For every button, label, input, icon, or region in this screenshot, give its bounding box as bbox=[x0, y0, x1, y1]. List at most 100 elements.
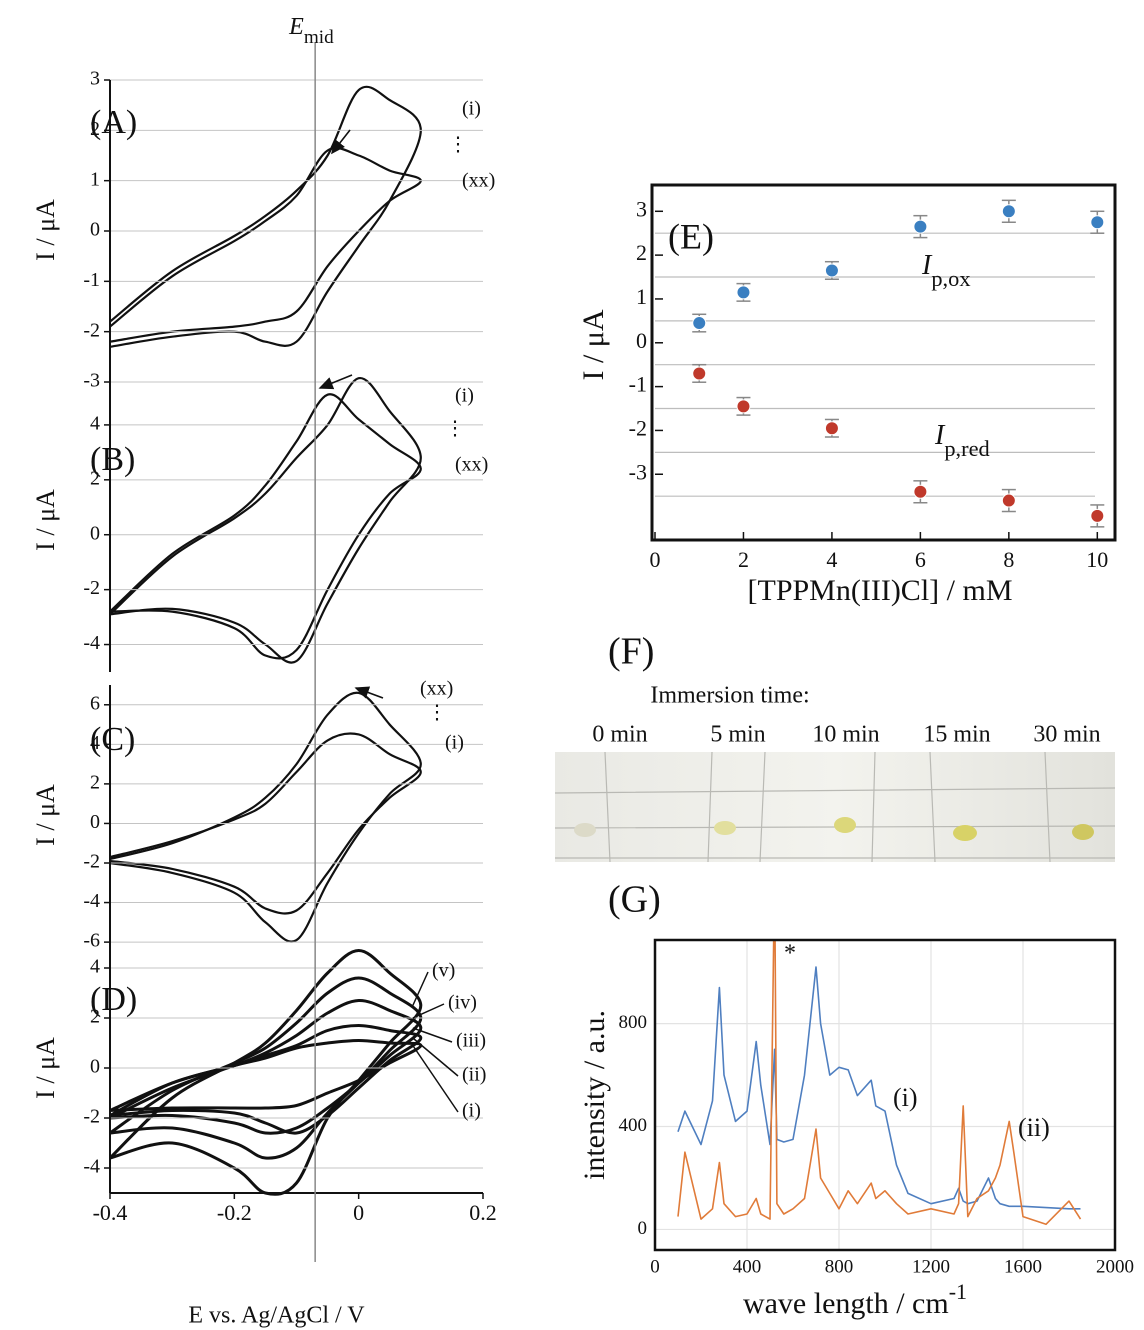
y-tick-label: 2 bbox=[90, 467, 100, 489]
series-label: Ip,ox bbox=[921, 250, 971, 290]
x-tick-label: 4 bbox=[826, 547, 837, 572]
y-axis-label: I / μA bbox=[31, 1037, 60, 1099]
y-tick-label: -2 bbox=[83, 1106, 100, 1128]
series-label-symbol: I bbox=[921, 250, 933, 281]
data-point bbox=[1001, 493, 1016, 508]
series-label: (xx) bbox=[420, 678, 453, 700]
photo-background bbox=[555, 752, 1115, 862]
series-label: (iv) bbox=[448, 992, 477, 1014]
y-tick-label: 3 bbox=[636, 196, 647, 221]
data-line bbox=[109, 393, 422, 660]
x-tick-label: 2000 bbox=[1096, 1256, 1134, 1277]
time-label: 0 min bbox=[592, 722, 647, 748]
data-point bbox=[692, 316, 707, 331]
y-axis-label: I / μA bbox=[31, 784, 60, 846]
data-point bbox=[913, 219, 928, 234]
data-line bbox=[109, 691, 422, 943]
panel-label: (E) bbox=[668, 216, 714, 256]
leader-line bbox=[412, 1027, 453, 1043]
y-tick-label: 4 bbox=[90, 413, 100, 435]
time-label: 10 min bbox=[812, 722, 879, 748]
x-tick-label: 0 bbox=[650, 547, 661, 572]
data-point bbox=[1090, 215, 1105, 230]
x-tick-label: -0.2 bbox=[217, 1200, 252, 1225]
y-tick-label: 0 bbox=[90, 811, 100, 833]
y-tick-label: 4 bbox=[90, 732, 100, 754]
data-point bbox=[1090, 508, 1105, 523]
y-axis-label: intensity / a.u. bbox=[578, 1010, 611, 1180]
series-label: (i) bbox=[462, 1100, 481, 1122]
y-tick-label: -4 bbox=[83, 890, 100, 912]
panel-label: (G) bbox=[608, 879, 661, 921]
y-tick-label: 3 bbox=[90, 68, 100, 90]
x-tick-label: 10 bbox=[1086, 547, 1108, 572]
arrow bbox=[354, 686, 384, 699]
e-mid-label: Emid bbox=[288, 14, 334, 48]
plot-frame bbox=[653, 938, 1117, 1252]
data-line bbox=[109, 85, 422, 348]
y-tick-label: 0 bbox=[90, 522, 100, 544]
leader-line bbox=[412, 1037, 459, 1077]
series-label: (i) bbox=[445, 732, 464, 754]
series-label: (xx) bbox=[462, 170, 495, 192]
y-tick-label: 0 bbox=[636, 328, 647, 353]
ellipsis: ⋮ bbox=[427, 702, 447, 724]
photo-grid bbox=[554, 751, 1116, 863]
series-label: (ii) bbox=[1018, 1113, 1050, 1142]
series-label: (xx) bbox=[455, 454, 488, 476]
series-label: Ip,red bbox=[934, 420, 990, 460]
y-tick-label: 2 bbox=[90, 118, 100, 140]
data-line bbox=[109, 377, 422, 664]
panel-label: (A) bbox=[90, 104, 137, 141]
data-line bbox=[109, 146, 422, 343]
time-label: 30 min bbox=[1033, 722, 1100, 748]
series-label-subscript: p,red bbox=[944, 436, 989, 461]
spectra bbox=[677, 940, 1082, 1226]
x-tick-label: 0 bbox=[650, 1256, 660, 1277]
leader-line bbox=[412, 1045, 459, 1113]
series-label: (v) bbox=[432, 960, 455, 982]
y-axis-label: I / μA bbox=[577, 309, 610, 380]
y-tick-label: 2 bbox=[90, 1006, 100, 1028]
data-line bbox=[108, 949, 423, 1196]
y-tick-label: -1 bbox=[629, 372, 647, 397]
y-tick-label: -2 bbox=[629, 415, 647, 440]
data-point bbox=[692, 366, 707, 381]
x-axis-label: wave length / cm-1 bbox=[743, 1279, 967, 1320]
leader-line bbox=[412, 1003, 445, 1019]
y-tick-label: -3 bbox=[629, 459, 647, 484]
x-tick-label: 800 bbox=[825, 1256, 854, 1277]
data-line bbox=[109, 998, 423, 1135]
series-label: (i) bbox=[462, 98, 481, 120]
photo-spots bbox=[574, 817, 1094, 841]
x-tick-label: 0 bbox=[353, 1200, 364, 1225]
data-point bbox=[913, 484, 928, 499]
y-tick-label: 1 bbox=[90, 168, 100, 190]
y-tick-label: 400 bbox=[619, 1115, 648, 1136]
leader-line bbox=[412, 971, 429, 1006]
e-mid-label-subscript: mid bbox=[304, 27, 334, 48]
y-tick-label: -3 bbox=[83, 370, 100, 392]
y-tick-label: 800 bbox=[619, 1012, 648, 1033]
y-tick-label: 2 bbox=[636, 240, 647, 265]
ellipsis: ⋮ bbox=[445, 418, 465, 440]
y-tick-label: -6 bbox=[83, 930, 100, 952]
x-axis-label: [TPPMn(III)Cl] / mM bbox=[748, 574, 1013, 607]
time-label: 5 min bbox=[710, 722, 765, 748]
panel-label: (C) bbox=[90, 721, 135, 758]
y-tick-label: -2 bbox=[83, 319, 100, 341]
y-tick-label: 6 bbox=[90, 692, 100, 714]
data-line bbox=[677, 940, 1082, 1226]
data-point bbox=[824, 263, 839, 278]
time-label: 15 min bbox=[923, 722, 990, 748]
data-line bbox=[109, 732, 422, 915]
arrow bbox=[331, 129, 351, 155]
annotation: * bbox=[784, 941, 796, 967]
y-tick-label: 2 bbox=[90, 771, 100, 793]
x-tick-label: 400 bbox=[733, 1256, 762, 1277]
arrow bbox=[318, 374, 353, 390]
x-tick-label: 6 bbox=[915, 547, 926, 572]
y-tick-label: -2 bbox=[83, 577, 100, 599]
